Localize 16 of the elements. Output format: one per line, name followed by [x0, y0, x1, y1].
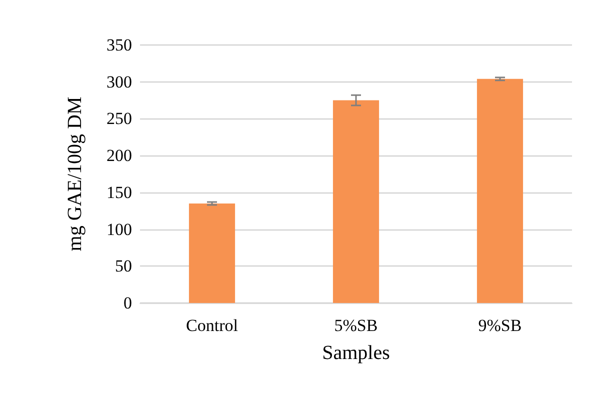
bar: [188, 203, 236, 303]
y-axis-title: mg GAE/100g DM: [64, 96, 86, 252]
bar: [476, 78, 524, 303]
x-tick-label: 9%SB: [478, 316, 522, 335]
y-tick-label: 300: [106, 72, 132, 92]
y-tick-label: 250: [106, 109, 132, 128]
y-tick-label: 350: [106, 36, 132, 54]
y-tick-label: 0: [124, 294, 132, 312]
y-tick-label: 50: [115, 256, 132, 276]
x-tick-label: 5%SB: [334, 316, 378, 335]
y-tick-label: 200: [106, 146, 132, 166]
x-axis-title: Samples: [322, 342, 390, 364]
y-tick-label: 150: [106, 182, 132, 202]
y-tick-label: 100: [106, 220, 132, 239]
bar: [332, 100, 380, 303]
x-tick-label: Control: [186, 316, 238, 335]
